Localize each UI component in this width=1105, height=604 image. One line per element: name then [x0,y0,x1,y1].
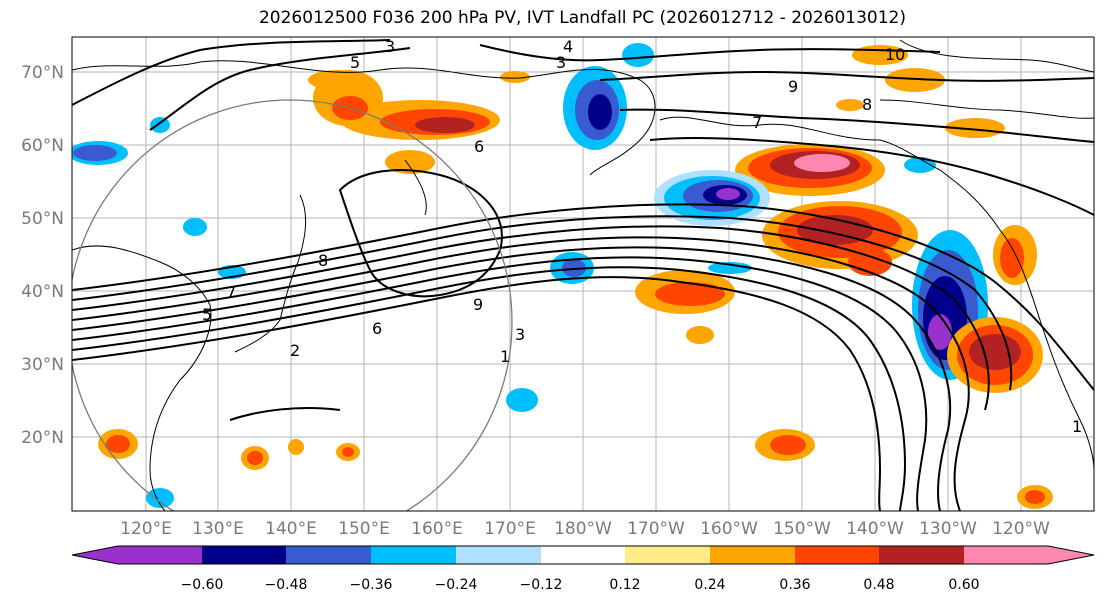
lat-label: 20°N [21,428,64,448]
contour-label: 6 [474,137,484,156]
lon-label: 130°W [919,519,977,539]
colorbar-tick-label: 0.24 [694,577,725,593]
colorbar-tick-label: 0.36 [779,577,810,593]
longitude-labels: 120°E 130°E 140°E 150°E 160°E 170°E 180°… [120,519,1050,539]
lon-label: 120°W [992,519,1050,539]
map-title: 2026012500 F036 200 hPa PV, IVT Landfall… [258,8,906,28]
contour-label: 3 [515,325,525,344]
colorbar-tick-label: −0.24 [435,577,478,593]
lat-label: 40°N [21,282,64,302]
lat-label: 70°N [21,63,64,83]
contour-label: 3 [385,37,395,56]
lon-label: 120°E [120,519,172,539]
lon-label: 140°W [846,519,904,539]
colorbar [71,545,1095,565]
lon-label: 140°E [265,519,317,539]
lat-label: 50°N [21,209,64,229]
colorbar-segment [625,546,710,564]
colorbar-outline [71,545,1095,565]
contour-label: 9 [473,295,483,314]
lon-label: 150°E [338,519,390,539]
contour-label: 9 [788,77,798,96]
coastlines [72,39,1094,511]
colorbar-tick-label: −0.48 [265,577,308,593]
lon-label: 160°E [411,519,463,539]
map-border [71,36,1095,512]
contour-label: 1 [1072,417,1082,436]
contour-label: 7 [752,113,762,132]
lat-label: 60°N [21,136,64,156]
contour-label: 10 [885,45,905,64]
colorbar-segment [286,546,371,564]
lon-label: 180°W [554,519,612,539]
contour-label: 1 [500,347,510,366]
contour-label: 6 [372,319,382,338]
lat-label: 30°N [21,355,64,375]
radius-circle [72,99,513,511]
colorbar-segment [879,546,964,564]
lon-label: 170°E [484,519,536,539]
colorbar-segment [964,546,1048,564]
lon-label: 170°W [627,519,685,539]
pv-contours [72,39,1094,511]
contour-label: 7 [226,283,236,302]
colorbar-tick-label: 0.48 [863,577,894,593]
colorbar-tick-label: −0.36 [350,577,393,593]
contour-label: 8 [318,251,328,270]
contour-label: 4 [563,37,573,56]
lon-label: 150°W [773,519,831,539]
contour-label: 8 [862,95,872,114]
contour-label: 5 [202,305,212,324]
colorbar-tick-label: 0.60 [948,577,979,593]
lon-label: 130°E [192,519,244,539]
colorbar-segment [202,546,286,564]
contour-labels: 3 4 5 3 10 9 8 7 6 8 7 5 9 6 3 2 1 1 [202,37,1082,436]
colorbar-segment [118,546,202,564]
lon-label: 160°W [700,519,758,539]
colorbar-segment [710,546,795,564]
contour-label: 2 [290,341,300,360]
contour-label: 3 [556,53,566,72]
colorbar-extend-max [1048,546,1094,564]
colorbar-tick-label: 0.12 [609,577,640,593]
colorbar-labels: −0.60 −0.48 −0.36 −0.24 −0.12 0.12 0.24 … [181,577,980,593]
colorbar-segment [456,546,541,564]
latitude-labels: 70°N 60°N 50°N 40°N 30°N 20°N [21,63,64,448]
colorbar-tick-label: −0.60 [181,577,224,593]
colorbar-tick-label: −0.12 [520,577,563,593]
colorbar-segment [541,546,625,564]
contour-label: 5 [350,53,360,72]
colorbar-segment [795,546,879,564]
colorbar-extend-min [72,546,118,564]
colorbar-segment [371,546,456,564]
